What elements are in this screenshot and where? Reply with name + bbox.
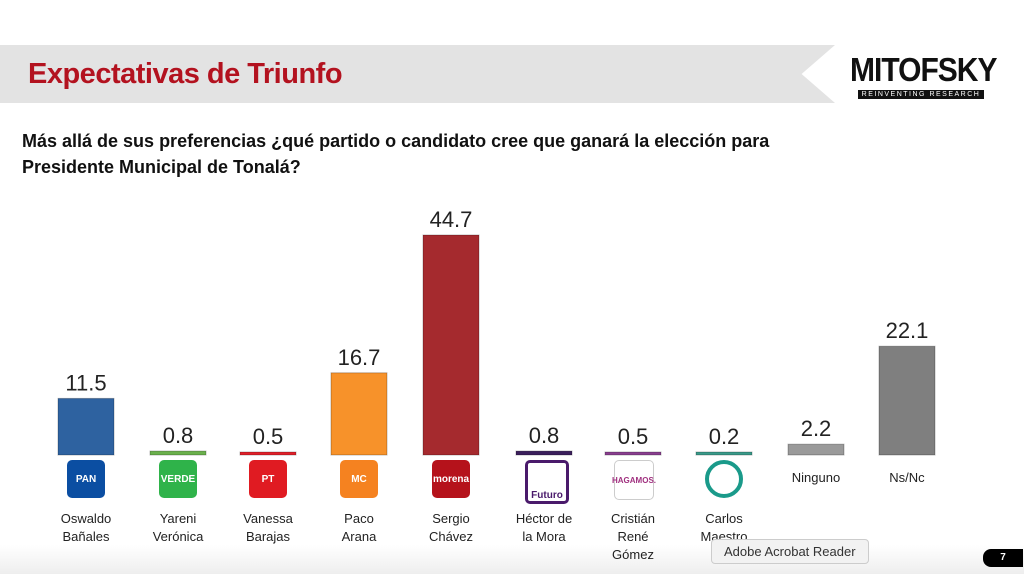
category-label-line: Ns/Nc: [889, 470, 925, 485]
category-label-line: la Mora: [522, 529, 566, 544]
bar: [787, 443, 845, 456]
category-label: Sergio Chávez: [406, 510, 496, 546]
category-label: Cristián René Gómez: [588, 510, 678, 564]
category-label-line: Héctor de: [515, 511, 573, 526]
value-label: 0.2: [709, 424, 740, 449]
category-label-line: Vanessa: [243, 511, 293, 526]
value-label: 0.5: [253, 424, 284, 449]
survey-question: Más allá de sus preferencias ¿qué partid…: [22, 131, 770, 177]
party-logo: PAN: [67, 460, 105, 498]
category-label: Vanessa Barajas: [223, 510, 313, 546]
category-label-line: Barajas: [245, 529, 291, 544]
category-label-line: Cristián: [610, 511, 656, 526]
tooltip: Adobe Acrobat Reader: [711, 539, 869, 564]
bar: [878, 345, 936, 456]
party-logo: PT: [249, 460, 287, 498]
logo-tagline: REINVENTING RESEARCH: [858, 90, 984, 99]
category-label-line: Sergio: [432, 511, 470, 526]
category-label: Ns/Nc: [862, 469, 952, 487]
title-banner: [0, 45, 835, 103]
value-label: 0.8: [163, 423, 194, 448]
bar: [57, 397, 115, 456]
category-label-line: Verónica: [152, 529, 204, 544]
party-logo: morena: [432, 460, 470, 498]
bar: [422, 234, 480, 456]
value-label: 0.5: [618, 424, 649, 449]
category-label-line: Gómez: [612, 547, 654, 562]
bar: [604, 451, 662, 456]
value-label: 16.7: [338, 345, 381, 370]
party-logo: HAGAMOS.: [612, 460, 656, 500]
value-label: 44.7: [430, 207, 473, 232]
page-number: 7: [983, 549, 1023, 567]
category-label-line: Oswaldo: [60, 511, 112, 526]
value-label: 0.8: [529, 423, 560, 448]
value-label: 2.2: [801, 416, 832, 441]
category-label-line: Paco: [344, 511, 374, 526]
category-label: Oswaldo Bañales: [41, 510, 131, 546]
mitofsky-logo: MITOFSKY REINVENTING RESEARCH: [850, 52, 997, 99]
category-label-line: René: [617, 529, 649, 544]
bar: [239, 451, 297, 456]
category-label: Ninguno: [771, 469, 861, 487]
category-label-line: Arana: [341, 529, 377, 544]
value-label: 22.1: [886, 318, 929, 343]
party-logo: MC: [340, 460, 378, 498]
page-title: Expectativas de Triunfo: [28, 58, 343, 90]
category-label: Héctor de la Mora: [499, 510, 589, 546]
bar: [695, 451, 753, 456]
bar: [515, 450, 573, 456]
category-label-line: Carlos: [705, 511, 743, 526]
party-logo: Futuro: [525, 460, 569, 504]
party-logo: VERDE: [159, 460, 197, 498]
category-label-line: Yareni: [159, 511, 197, 526]
category-label: Paco Arana: [314, 510, 404, 546]
category-label-line: Bañales: [62, 529, 110, 544]
bar: [330, 372, 388, 456]
logo-name: MITOFSKY: [850, 52, 997, 89]
category-label-line: Chávez: [428, 529, 474, 544]
bar: [149, 450, 207, 456]
party-logo: [705, 460, 743, 498]
category-label-line: Ninguno: [791, 470, 841, 485]
value-label: 11.5: [65, 370, 106, 395]
category-label: Yareni Verónica: [133, 510, 223, 546]
